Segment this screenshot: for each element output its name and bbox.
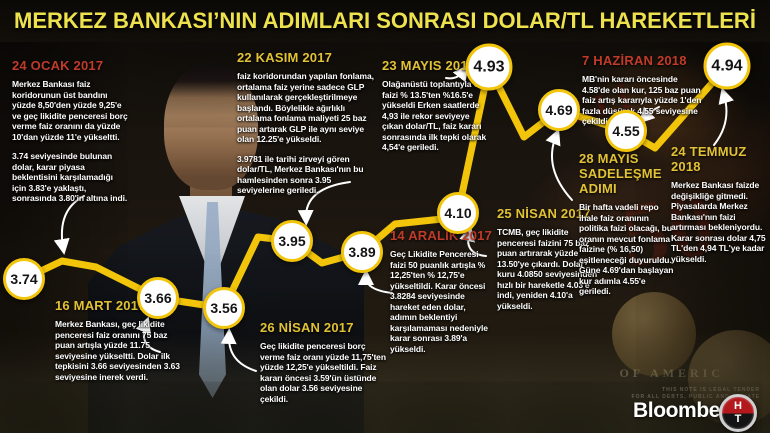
annotation-23-mayis-2018: 23 MAYIS 2018 Olağanüstü toplantıyla GLP… [382,58,492,162]
ht-logo: H T [719,394,757,432]
chart-node: 3.89 [341,231,383,273]
chart-node: 3.56 [203,287,245,329]
title-bar: MERKEZ BANKASI’NIN ADIMLARI SONRASI DOLA… [0,0,770,42]
annotation-date: 7 HAZİRAN 2018 [582,53,687,68]
annotation-date: 23 MAYIS 2018 [382,58,476,73]
chart-node: 4.55 [605,110,647,152]
annotation-arrow [135,316,161,353]
ht-logo-t: T [734,413,742,425]
annotation-26-nisan-2017: 26 NİSAN 2017 Geç likidite penceresi bor… [260,320,388,413]
annotation-date: 14 ARALIK 2017 [390,228,493,243]
portrait-head [164,62,258,190]
annotation-arrow [545,128,573,201]
annotation-arrow [53,195,85,255]
annotation-date: 28 MAYIS SADELEŞME ADIMI [579,151,662,196]
annotation-text: Geç Likidite Penceresi faizi 50 puanlık … [390,249,488,354]
dollar-bill-text: OF AMERIC [619,366,724,380]
gold-coin-image [612,292,696,376]
annotation-text: faiz koridorundan yapılan fonlama, ortal… [237,71,374,144]
annotation-date: 26 NİSAN 2017 [260,320,354,335]
annotation-arrow [220,328,257,372]
chart-node: 3.66 [137,277,179,319]
annotation-date: 24 TEMMUZ 2018 [671,144,747,174]
chart-node: 4.69 [538,89,580,131]
annotation-25-nisan-2017: 25 NİSAN 2017 TCMB, geç likidite pencere… [497,206,601,320]
chart-node: 4.10 [437,192,479,234]
annotation-24-ocak-2017: 24 OCAK 2017 Merkez Bankası faiz koridor… [12,58,128,213]
annotation-arrow [358,269,393,294]
annotation-arrow [297,181,351,226]
annotation-text: 3.9781 ile tarihi zirveyi gören dolar/TL… [237,153,364,196]
chart-node: 4.94 [703,42,751,90]
annotation-28-mayis-sadelesme: 28 MAYIS SADELEŞME ADIMI Bir hafta vadel… [579,151,679,306]
annotation-date: 24 OCAK 2017 [12,58,104,73]
annotation-text: Geç likidite penceresi borç verme faiz o… [260,341,386,404]
dollar-bill-legal-text: THIS NOTE IS LEGAL TENDER FOR ALL DEBTS,… [631,387,760,400]
chart-node: 3.95 [271,220,313,262]
annotation-arrow [638,106,660,124]
page-title: MERKEZ BANKASI’NIN ADIMLARI SONRASI DOLA… [14,8,756,33]
chart-node: 3.74 [3,258,45,300]
annotation-text: Olağanüstü toplantıyla GLP faizi % 13.5'… [382,79,491,152]
annotation-text: Merkez Bankası faizde değişikliğe gitmed… [671,180,766,264]
annotation-14-aralik-2017: 14 ARALIK 2017 Geç Likidite Penceresi fa… [390,228,493,363]
annotation-text: Merkez Bankası faiz koridorunun üst band… [12,79,128,142]
annotation-arrow [713,87,734,146]
annotation-text: Merkez Bankası, geç likidite penceresi f… [55,319,180,382]
annotation-date: 22 KASIM 2017 [237,50,333,65]
annotation-24-temmuz-2018: 24 TEMMUZ 2018 Merkez Bankası faizde değ… [671,144,770,273]
central-bank-governor-photo [88,42,364,433]
dollar-bill-image [0,333,770,433]
annotation-arrow [459,225,487,257]
ht-logo-h: H [734,400,742,412]
annotation-text: TCMB, geç likidite penceresi faizini 75 … [497,227,598,311]
annotation-text: 3.74 seviyesinde bulunan dolar, karar pi… [12,151,128,203]
annotation-16-mart-2017: 16 MART 2017 Merkez Bankası, geç likidit… [55,298,181,391]
annotation-arrow [445,64,469,83]
annotation-text: Bir hafta vadeli repo ihale faiz oranını… [579,202,674,296]
bloomberg-logo: Bloomberg [633,399,741,422]
annotation-date: 25 NİSAN 2017 [497,206,591,221]
annotation-22-kasim-2017: 22 KASIM 2017 faiz koridorundan yapılan … [237,50,375,205]
annotation-date: 16 MART 2017 [55,298,146,313]
chart-node: 4.93 [465,43,513,91]
